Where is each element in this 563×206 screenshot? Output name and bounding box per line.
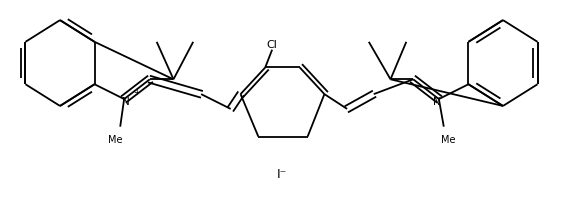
Text: N: N [433, 97, 441, 107]
Text: Me: Me [441, 134, 456, 144]
Text: Cl: Cl [267, 40, 278, 50]
Text: Me: Me [108, 134, 123, 144]
Text: I⁻: I⁻ [277, 167, 287, 180]
Text: N: N [122, 97, 130, 107]
Text: +: + [133, 87, 140, 96]
